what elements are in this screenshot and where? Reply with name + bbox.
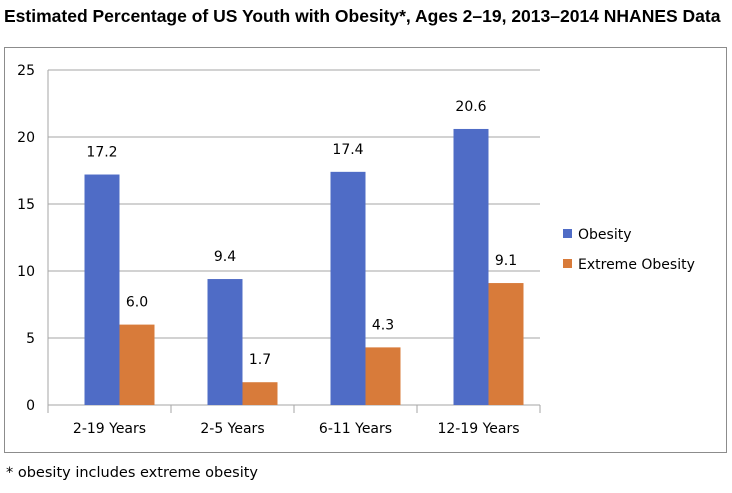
legend-label: Extreme Obesity [578,257,695,273]
chart-frame [4,47,727,453]
bar [119,324,155,405]
data-label: 9.4 [214,249,236,265]
data-label: 4.3 [372,317,394,333]
y-tick-label: 25 [17,63,35,79]
bar [330,171,366,405]
chart-title: Estimated Percentage of US Youth with Ob… [4,6,721,26]
data-label: 20.6 [455,99,486,115]
data-label: 1.7 [249,352,271,368]
bar [453,128,489,405]
x-tick-label: 12-19 Years [437,421,519,437]
y-tick-label: 10 [17,264,35,280]
y-tick-label: 0 [26,398,35,414]
bar [365,347,401,405]
bar [84,174,120,405]
data-label: 9.1 [495,253,517,269]
y-tick-label: 15 [17,197,35,213]
x-tick-label: 2-19 Years [73,421,146,437]
x-tick-label: 2-5 Years [200,421,264,437]
y-tick-label: 5 [26,331,35,347]
data-label: 17.4 [332,142,363,158]
x-tick-label: 6-11 Years [319,421,392,437]
y-tick-label: 20 [17,130,35,146]
data-label: 17.2 [86,145,117,161]
data-label: 6.0 [126,295,148,311]
legend-swatch [563,229,572,238]
legend-swatch [563,259,572,268]
bar [488,283,524,405]
footnote: * obesity includes extreme obesity [6,465,259,481]
bar [242,382,278,405]
bar [207,279,243,405]
legend-label: Obesity [578,227,631,243]
